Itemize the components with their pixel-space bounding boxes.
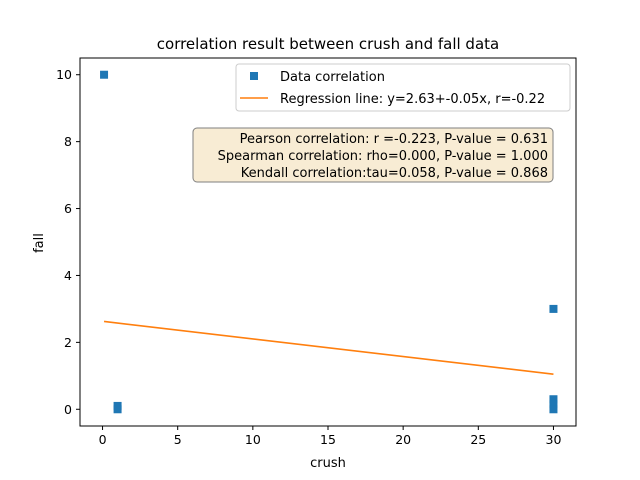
x-axis-label: crush [310,456,346,471]
data-point [549,304,558,313]
chart-title: correlation result between crush and fal… [157,35,499,53]
legend-marker-square [250,72,258,80]
x-tick-label: 30 [546,432,562,447]
y-tick-label: 0 [64,402,72,417]
legend-label: Data correlation [280,70,385,85]
legend-frame [235,63,571,112]
stats-line: Pearson correlation: r =-0.223, P-value … [240,132,548,147]
plot-frame [79,57,577,427]
stats-line: Kendall correlation:tau=0.058, P-value =… [241,166,548,181]
y-tick-label: 10 [56,67,72,82]
y-tick-label: 2 [64,335,72,350]
data-point [113,405,122,414]
x-tick-label: 0 [99,432,107,447]
y-tick-label: 6 [64,201,72,216]
x-axis: 0 5 10 15 20 25 30 [99,426,562,447]
legend: Data correlation Regression line: y=2.63+… [235,63,571,112]
x-tick-label: 10 [245,432,261,447]
data-point [549,405,558,414]
stats-box-background [192,127,554,183]
stats-annotation: Pearson correlation: r =-0.223, P-value … [192,127,554,183]
y-axis: 0 2 4 6 8 10 [56,67,80,417]
y-tick-label: 8 [64,134,72,149]
data-point [100,70,109,79]
legend-label: Regression line: y=2.63+-0.05x, r=-0.22 [280,92,545,107]
y-axis-label: fall [32,233,47,253]
data-point [549,395,558,404]
x-tick-label: 25 [470,432,486,447]
plot-area [100,70,558,414]
y-tick-label: 4 [64,268,72,283]
data-point [549,400,558,409]
stats-line: Spearman correlation: rho=0.000, P-value… [218,149,548,164]
regression-line [103,320,554,375]
x-tick-label: 20 [395,432,411,447]
x-tick-label: 5 [174,432,182,447]
x-tick-label: 15 [320,432,336,447]
